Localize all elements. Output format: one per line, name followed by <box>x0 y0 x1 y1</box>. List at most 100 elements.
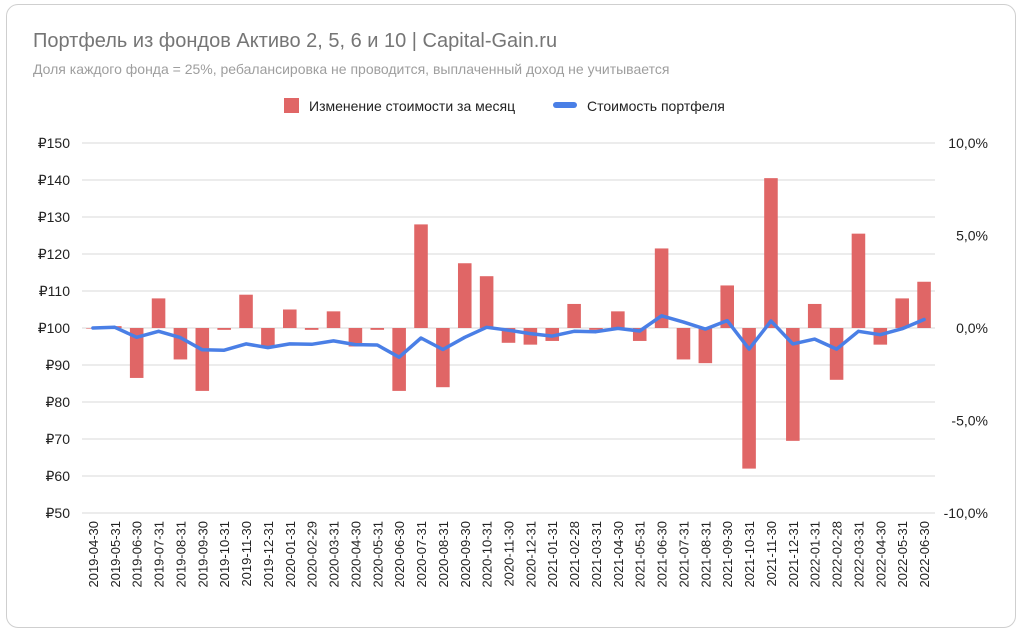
bar <box>173 328 188 360</box>
y-right-tick-label: 10,0% <box>948 135 988 151</box>
bar <box>611 311 625 328</box>
bar <box>851 233 866 328</box>
bar <box>261 328 275 347</box>
x-tick-label: 2020-01-31 <box>283 521 298 588</box>
x-tick-label: 2021-09-30 <box>720 521 735 588</box>
bar <box>698 328 713 364</box>
y-right-tick-label: 5,0% <box>956 228 988 244</box>
bar <box>151 298 166 328</box>
x-tick-label: 2021-03-31 <box>589 521 604 588</box>
y-left-tick-label: ₽120 <box>38 246 70 262</box>
bar <box>567 303 581 328</box>
bar <box>654 248 669 328</box>
bar <box>917 281 931 328</box>
x-tick-label: 2021-11-30 <box>764 521 779 587</box>
y-left-tick-label: ₽80 <box>46 394 71 410</box>
bar <box>895 298 909 328</box>
x-tick-label: 2019-11-30 <box>239 521 254 587</box>
bar <box>786 328 800 441</box>
legend-line-swatch <box>553 102 577 108</box>
series-line <box>91 314 926 359</box>
y-left-tick-label: ₽50 <box>46 505 71 521</box>
line-series <box>91 314 926 359</box>
chart-subtitle: Доля каждого фонда = 25%, ребалансировка… <box>33 61 670 77</box>
chart-title: Портфель из фондов Активо 2, 5, 6 и 10 |… <box>33 30 558 52</box>
bar <box>589 328 603 330</box>
x-tick-label: 2022-01-31 <box>808 521 823 588</box>
x-tick-label: 2019-10-31 <box>217 521 232 588</box>
chart-frame <box>6 4 1016 628</box>
bar <box>742 328 756 469</box>
x-tick-label: 2019-12-31 <box>261 521 276 588</box>
x-tick-label: 2022-03-31 <box>851 521 866 588</box>
x-tick-label: 2022-06-30 <box>917 521 932 588</box>
x-tick-label: 2021-12-31 <box>786 521 801 588</box>
bar <box>392 328 406 391</box>
x-tick-label: 2021-07-31 <box>676 521 691 588</box>
bar <box>348 328 363 347</box>
x-tick-label: 2021-05-31 <box>633 521 648 588</box>
x-tick-label: 2020-09-30 <box>458 521 473 588</box>
legend: Изменение стоимости за месяц Стоимость по… <box>284 98 725 114</box>
y-right-tick-label: 0,0% <box>956 320 988 336</box>
bar <box>720 285 734 328</box>
bar <box>457 263 472 328</box>
y-axis-right: 10,0% 5,0% 0,0% -5,0% -10,0% <box>944 135 988 521</box>
bar <box>523 328 538 345</box>
x-tick-label: 2021-08-31 <box>698 521 713 588</box>
bar-series <box>86 178 931 469</box>
x-axis: 2019-04-30 2019-05-31 2019-06-30 2019-07-31… <box>86 521 932 588</box>
bar <box>436 328 450 388</box>
x-tick-label: 2020-03-31 <box>327 521 342 588</box>
bar <box>239 294 253 328</box>
bar <box>283 309 297 328</box>
y-left-tick-label: ₽140 <box>38 172 70 188</box>
y-left-tick-label: ₽130 <box>38 209 70 225</box>
y-left-tick-label: ₽60 <box>46 468 71 484</box>
x-tick-label: 2021-02-28 <box>567 521 582 588</box>
x-tick-label: 2020-05-31 <box>370 521 385 588</box>
x-tick-label: 2019-06-30 <box>130 521 145 588</box>
legend-line-label: Стоимость портфеля <box>587 98 725 114</box>
y-left-tick-label: ₽90 <box>46 357 71 373</box>
bar <box>326 311 341 328</box>
bar <box>764 178 778 328</box>
y-left-tick-label: ₽70 <box>46 431 71 447</box>
x-tick-label: 2019-04-30 <box>86 521 101 588</box>
x-tick-label: 2021-10-31 <box>742 521 757 588</box>
x-tick-label: 2019-08-31 <box>173 521 188 588</box>
y-left-tick-label: ₽100 <box>38 320 70 336</box>
x-tick-label: 2021-06-30 <box>655 521 670 588</box>
bar <box>370 328 385 330</box>
x-tick-label: 2019-09-30 <box>195 521 210 588</box>
bar <box>829 328 844 380</box>
x-tick-label: 2019-05-31 <box>108 521 123 588</box>
x-tick-label: 2020-06-30 <box>392 521 407 588</box>
y-axis-left: ₽150 ₽140 ₽130 ₽120 ₽110 ₽100 ₽90 ₽80 ₽70 ₽60 ₽50 <box>38 135 70 521</box>
x-tick-label: 2020-02-29 <box>305 521 320 588</box>
y-right-tick-label: -10,0% <box>944 505 988 521</box>
y-left-tick-label: ₽110 <box>39 283 70 299</box>
x-tick-label: 2022-05-31 <box>895 521 910 588</box>
x-tick-label: 2022-04-30 <box>873 521 888 588</box>
x-tick-label: 2019-07-31 <box>152 521 167 588</box>
x-tick-label: 2021-04-30 <box>611 521 626 588</box>
x-tick-label: 2022-02-28 <box>830 521 845 588</box>
x-tick-label: 2020-10-31 <box>480 521 495 588</box>
bar <box>304 328 319 330</box>
x-tick-label: 2020-04-30 <box>348 521 363 588</box>
y-left-tick-label: ₽150 <box>38 135 70 151</box>
bar <box>479 276 494 328</box>
x-tick-label: 2021-01-31 <box>545 521 560 588</box>
x-tick-label: 2020-07-31 <box>414 521 429 588</box>
x-tick-label: 2020-08-31 <box>436 521 451 588</box>
x-tick-label: 2020-11-30 <box>502 521 517 587</box>
bar <box>195 328 210 391</box>
x-tick-label: 2020-12-31 <box>523 521 538 588</box>
bar <box>129 328 144 378</box>
bar <box>217 328 231 330</box>
legend-bar-swatch <box>284 98 299 113</box>
bar <box>676 328 691 360</box>
bar <box>807 303 822 328</box>
